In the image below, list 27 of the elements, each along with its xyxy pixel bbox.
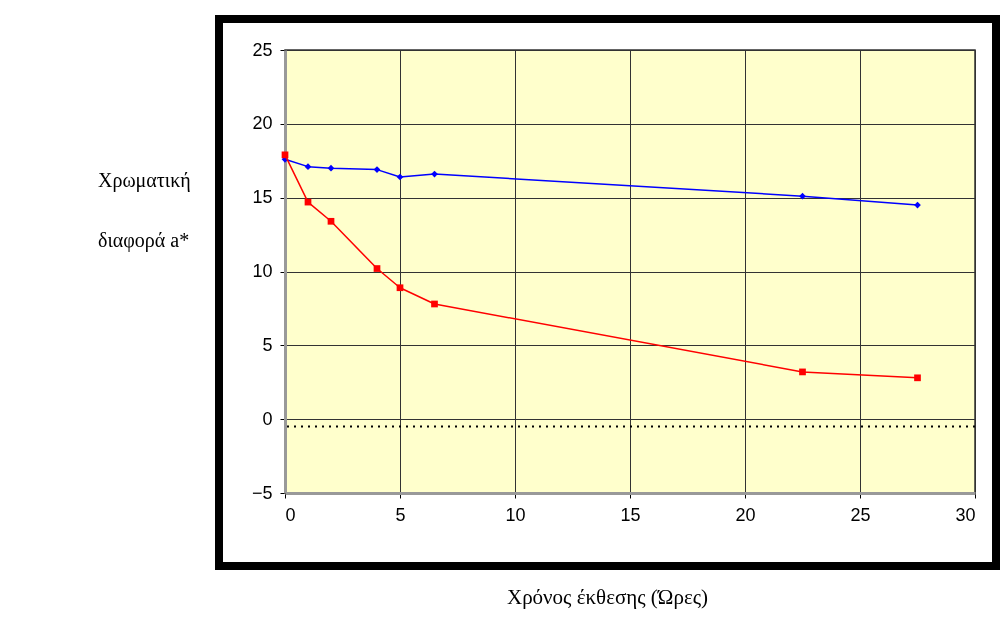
point [914,374,921,382]
point [396,173,404,181]
point [327,164,335,172]
y-tick-label: 5 [262,334,273,355]
text: Χρωματική διαφορά a* [98,169,191,251]
point [281,151,289,159]
x-tick-label: 0 [285,504,296,525]
point [304,163,312,171]
x-tick-label: 30 [955,504,976,525]
point [799,368,806,376]
y-tick-label: 10 [252,261,273,281]
y-tick-label: 15 [252,187,273,208]
y-tick-label: 20 [252,113,273,134]
x-tick-label: 25 [850,504,871,525]
x-tick-label: 10 [505,504,526,525]
x-tick-label: 20 [735,504,756,525]
x-tick-label: 15 [620,504,641,525]
x-axis-title: Χρόνος έκθεσης (Ώρες) [505,585,710,610]
point [431,300,438,308]
y-tick-label: −5 [251,482,273,503]
point [373,265,381,272]
x-tick-label: 5 [395,504,406,525]
point [396,284,404,292]
point [799,192,806,200]
point [327,217,335,225]
y-tick-label: 0 [262,408,273,429]
y-tick-label: 25 [252,39,273,60]
